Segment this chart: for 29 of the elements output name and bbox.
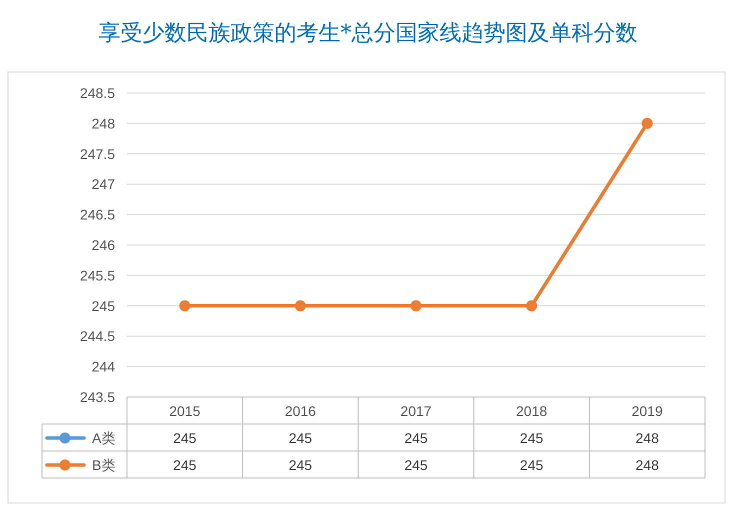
data-label: 245 <box>288 457 312 473</box>
x-tick-label: 2017 <box>400 403 432 419</box>
y-tick-label: 246.5 <box>80 206 116 223</box>
y-tick-label: 247.5 <box>80 146 116 162</box>
data-label: 248 <box>636 457 660 473</box>
text: 245 <box>404 430 428 446</box>
data-label: 245 <box>520 457 544 473</box>
y-tick-label: 246 <box>92 237 116 253</box>
data-label: 245 <box>173 457 197 473</box>
y-tick-label: 248 <box>92 115 116 132</box>
y-tick-label: 244 <box>92 358 116 375</box>
text: 245 <box>173 430 196 446</box>
x-tick-label: 2018 <box>516 403 548 419</box>
y-tick-label: 247 <box>92 176 116 192</box>
y-tick-label: 243.5 <box>80 389 116 405</box>
legend-label: B类 <box>92 457 116 473</box>
x-tick-label: 2015 <box>169 403 201 419</box>
data-label: 245 <box>404 457 428 473</box>
x-tick-label: 2019 <box>632 403 663 419</box>
legend-label: A类 <box>92 430 116 446</box>
y-tick-label: 245.5 <box>80 267 116 284</box>
text: 248 <box>636 430 659 446</box>
y-tick-label: 248.5 <box>80 85 116 101</box>
text: 245 <box>288 430 312 446</box>
y-tick-label: 244.5 <box>80 328 116 344</box>
title: 享受少数民族政策的考生*总分国家线趋势图及单科分数 <box>98 21 638 46</box>
y-tick-label: 245 <box>92 298 116 314</box>
text: 245 <box>520 430 544 446</box>
x-tick-label: 2016 <box>284 403 316 419</box>
